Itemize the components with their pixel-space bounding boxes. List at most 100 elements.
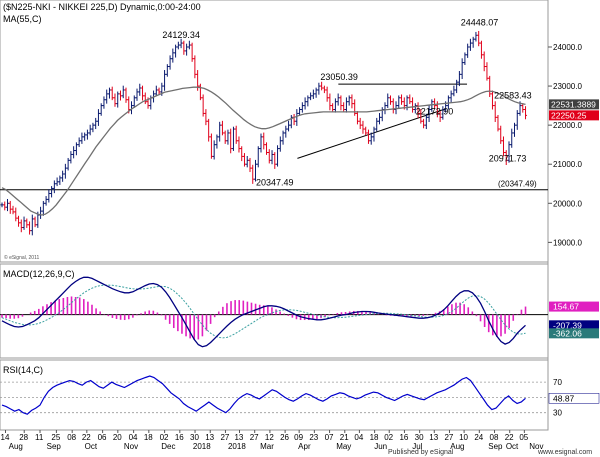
macd-label: MACD(12,26,9,C) (3, 269, 75, 279)
macd-last-value-label: -207.39 (553, 320, 582, 330)
date-tick-label: 21 (340, 433, 349, 442)
price-level-annotation: 20347.49 (256, 178, 294, 188)
date-axis: 14 28 11 25 08 22 06 20 04 18 02 16 30 13 27 13 27 12 26 09… (1, 430, 543, 451)
month-label: Dec (161, 442, 175, 451)
trendlines (297, 83, 468, 159)
date-tick-label: 27 (220, 433, 229, 442)
month-label: Jul (412, 442, 422, 451)
support-level-label: (20347.49) (498, 180, 537, 189)
date-tick-label: 24 (474, 433, 483, 442)
rsi-tick-label: 30 (553, 409, 562, 418)
rsi-last-value-label: 48.87 (553, 393, 575, 403)
date-tick-label: 26 (280, 433, 289, 442)
price-level-annotation: 22583.43 (494, 90, 532, 100)
month-label: Jun (374, 442, 387, 451)
date-tick-label: 18 (144, 433, 153, 442)
chart-title: ($N225-NKI - NIKKEI 225,D) Dynamic,0:00-… (3, 2, 201, 12)
rsi-label: RSI(14,C) (3, 365, 43, 375)
macd-last-value-box (549, 328, 599, 339)
date-tick-label: 10 (459, 433, 468, 442)
price-level-annotation: 24448.07 (461, 17, 499, 27)
date-tick-label: 04 (129, 433, 138, 442)
price-tick-label: 23000.0 (553, 82, 582, 91)
month-label: 2018 (228, 442, 246, 451)
month-label: Sep (47, 442, 62, 451)
macd-signal-line (1, 284, 526, 339)
price-tick-label: 21000.0 (553, 160, 582, 169)
date-tick-label: 22 (82, 433, 91, 442)
price-axis: 19000.0 20000.0 21000.0 22000.0 23000.0 24000… (548, 43, 582, 247)
date-tick-label: 11 (35, 433, 44, 442)
rsi-tick-label: 70 (553, 378, 562, 387)
date-tick-label: 16 (175, 433, 184, 442)
date-tick-label: 06 (98, 433, 107, 442)
date-tick-label: 20 (113, 433, 122, 442)
macd-lines (1, 276, 526, 348)
month-label: Nov (529, 442, 543, 451)
month-label: Aug (9, 442, 23, 451)
price-level-annotation: 20971.73 (489, 153, 527, 163)
price-level-annotation: 23050.39 (320, 72, 358, 82)
date-tick-label: 02 (160, 433, 169, 442)
date-tick-label: 05 (519, 433, 528, 442)
rsi-line (1, 375, 526, 415)
date-tick-label: 18 (370, 433, 379, 442)
date-tick-label: 16 (399, 433, 408, 442)
month-label: Aug (450, 442, 464, 451)
month-label: 2018 (193, 442, 211, 451)
price-level-annotation: 24129.34 (162, 30, 200, 40)
month-label: May (336, 442, 351, 451)
price-level-annotation: 22172.90 (416, 106, 454, 116)
date-tick-label: 04 (354, 433, 363, 442)
date-tick-label: 27 (250, 433, 259, 442)
date-tick-label: 09 (294, 433, 303, 442)
date-tick-label: 25 (51, 433, 60, 442)
macd-last-values: 154.67 -207.39-362.06 (549, 301, 599, 339)
price-tick-label: 19000.0 (553, 238, 582, 247)
date-tick-label: 13 (205, 433, 214, 442)
price-tick-label: 20000.0 (553, 199, 582, 208)
date-tick-label: 23 (309, 433, 318, 442)
last-value-box (549, 99, 599, 110)
rsi-line-path (1, 375, 526, 415)
month-label: Nov (124, 442, 138, 451)
date-tick-label: 08 (490, 433, 499, 442)
last-value-label: 22531.3889 (551, 99, 596, 109)
macd-histogram (0, 296, 548, 340)
price-pane-frame (0, 0, 549, 263)
date-tick-label: 28 (19, 433, 28, 442)
macd-last-value-label: -362.06 (553, 328, 582, 338)
month-label: Sep (488, 442, 503, 451)
rsi-pane-frame (0, 359, 549, 431)
ma-label: MA(55,C) (3, 14, 42, 24)
price-annotations: (20347.49) 24129.34 23050.39 24448.07 22583.… (162, 17, 537, 188)
last-value-label: 22250.25 (551, 110, 587, 120)
date-tick-label: 02 (384, 433, 393, 442)
pane-frames (0, 0, 549, 431)
month-label: Apr (298, 442, 311, 451)
ma-55-line (1, 86, 526, 216)
footer-left: Published by eSignal (388, 449, 454, 456)
rising-trendline (297, 109, 444, 159)
rsi-last-value-box (548, 393, 600, 404)
macd-last-value-label: 154.67 (553, 302, 579, 312)
macd-last-value-box (549, 320, 599, 331)
month-label: Oct (506, 442, 519, 451)
watermark: © eSignal, 2011 (4, 254, 40, 261)
rsi-grid (0, 381, 548, 414)
date-tick-label: 30 (415, 433, 424, 442)
last-value-box (549, 110, 599, 121)
date-tick-label: 27 (444, 433, 453, 442)
date-tick-label: 07 (325, 433, 334, 442)
price-tick-label: 22000.0 (553, 121, 582, 130)
macd-line (1, 276, 526, 348)
macd-last-value-box (549, 301, 599, 312)
date-tick-label: 30 (190, 433, 199, 442)
month-label: Mar (260, 442, 274, 451)
date-tick-label: 14 (1, 433, 10, 442)
month-label: Oct (85, 442, 98, 451)
date-tick-label: 12 (265, 433, 274, 442)
price-candles (0, 30, 528, 236)
